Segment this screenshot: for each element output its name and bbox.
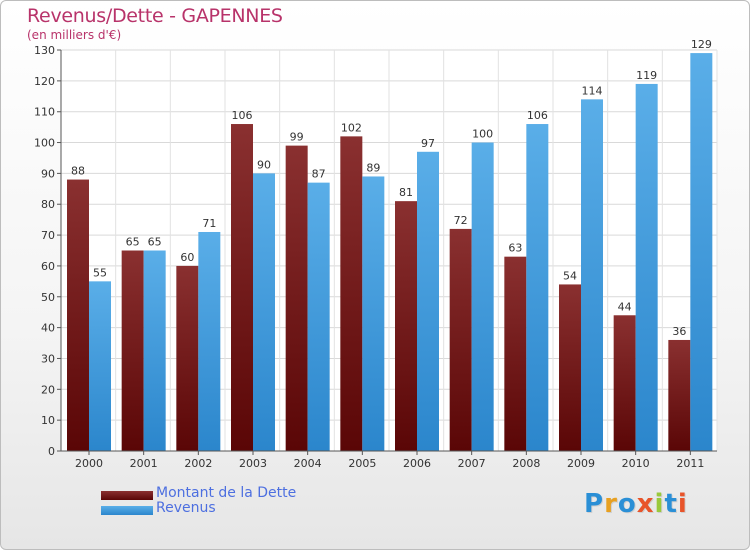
y-tick-label: 70: [41, 229, 55, 242]
logo-letter: P: [584, 489, 605, 519]
x-tick-label: 2003: [239, 457, 267, 470]
bar-debt: [504, 256, 527, 451]
y-tick-label: 60: [41, 260, 55, 273]
bar-debt: [121, 250, 144, 451]
data-label-debt: 102: [341, 121, 362, 134]
legend-swatch-debt: [101, 491, 153, 500]
data-label-debt: 60: [180, 251, 194, 264]
logo-letter: x: [636, 489, 655, 519]
data-label-revenue: 129: [691, 38, 712, 51]
data-label-revenue: 90: [257, 158, 271, 171]
bar-debt: [176, 265, 199, 451]
y-tick-label: 130: [34, 44, 55, 57]
data-label-debt: 54: [563, 269, 577, 282]
bar-debt: [67, 179, 89, 452]
bar-revenue: [635, 83, 658, 451]
bar-debt: [613, 315, 636, 451]
bar-debt: [231, 124, 253, 452]
proxiti-logo: Proxiti: [584, 489, 688, 519]
bar-revenue: [89, 281, 111, 451]
chart-subtitle: (en milliers d'€): [27, 28, 122, 42]
legend-label-revenue: Revenus: [156, 500, 216, 516]
data-label-debt: 81: [399, 186, 413, 199]
y-tick-label: 20: [41, 383, 55, 396]
bar-revenue: [307, 182, 330, 451]
y-tick-label: 0: [48, 445, 55, 458]
y-tick-label: 90: [41, 167, 55, 180]
logo-letter: i: [654, 489, 665, 519]
data-label-revenue: 71: [202, 217, 216, 230]
data-label-debt: 72: [454, 214, 468, 227]
x-tick-label: 2008: [512, 457, 540, 470]
data-label-revenue: 89: [366, 161, 380, 174]
bar-revenue: [362, 176, 385, 451]
bar-revenue: [143, 250, 166, 451]
x-tick-label: 2007: [458, 457, 486, 470]
data-label-debt: 63: [508, 242, 522, 255]
bar-revenue: [253, 173, 275, 451]
bar-debt: [449, 228, 472, 451]
data-label-revenue: 87: [312, 168, 326, 181]
y-tick-label: 30: [41, 352, 55, 365]
x-tick-label: 2010: [622, 457, 650, 470]
bar-revenue: [690, 53, 713, 451]
logo-letter: r: [604, 489, 618, 519]
data-label-revenue: 114: [582, 84, 603, 97]
bar-revenue: [198, 231, 221, 451]
data-label-revenue: 106: [527, 109, 548, 122]
x-tick-label: 2000: [75, 457, 103, 470]
legend-swatch-revenue: [101, 506, 153, 515]
y-tick-label: 100: [34, 137, 55, 150]
bar-revenue: [581, 99, 603, 451]
y-tick-label: 50: [41, 291, 55, 304]
legend-label-debt: Montant de la Dette: [156, 485, 297, 501]
data-label-revenue: 55: [93, 266, 107, 279]
x-tick-label: 2006: [403, 457, 431, 470]
x-tick-label: 2002: [184, 457, 212, 470]
y-tick-label: 40: [41, 322, 55, 335]
bar-debt: [668, 339, 691, 451]
logo-letter: o: [617, 489, 637, 519]
bar-revenue: [417, 151, 439, 452]
bar-revenue: [471, 142, 494, 452]
x-tick-label: 2011: [676, 457, 704, 470]
data-label-debt: 44: [618, 300, 632, 313]
data-label-revenue: 97: [421, 137, 435, 150]
x-tick-label: 2001: [130, 457, 158, 470]
x-tick-label: 2005: [348, 457, 376, 470]
data-label-debt: 99: [290, 131, 304, 144]
y-tick-label: 110: [34, 106, 55, 119]
data-label-debt: 65: [126, 236, 140, 249]
bar-debt: [559, 284, 581, 451]
y-tick-label: 10: [41, 414, 55, 427]
logo-letter: t: [664, 489, 678, 519]
data-label-debt: 106: [232, 109, 253, 122]
x-tick-label: 2004: [294, 457, 322, 470]
data-label-revenue: 65: [148, 236, 162, 249]
bar-debt: [395, 201, 417, 451]
logo-letter: i: [677, 489, 688, 519]
y-tick-label: 80: [41, 198, 55, 211]
chart-title: Revenus/Dette - GAPENNES: [27, 5, 283, 27]
bar-debt: [340, 136, 363, 451]
data-label-revenue: 119: [636, 69, 657, 82]
data-label-debt: 88: [71, 165, 85, 178]
bar-revenue: [526, 124, 549, 452]
y-tick-label: 120: [34, 75, 55, 88]
data-label-debt: 36: [672, 325, 686, 338]
bar-debt: [285, 145, 308, 451]
data-label-revenue: 100: [472, 128, 493, 141]
x-tick-label: 2009: [567, 457, 595, 470]
